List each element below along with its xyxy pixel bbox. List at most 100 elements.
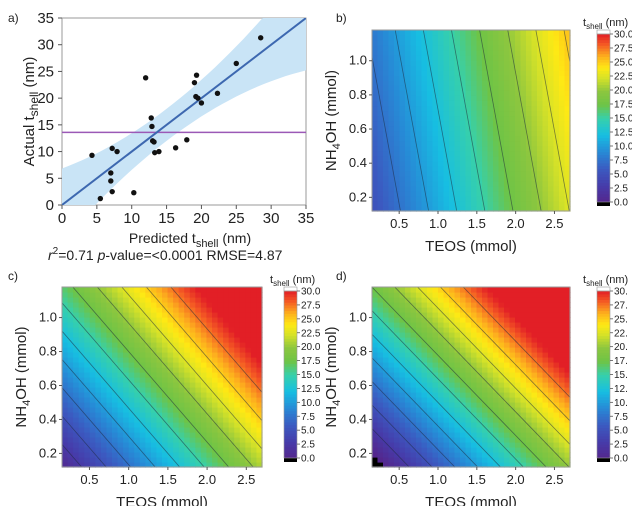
heatmap-cell [482, 422, 489, 428]
colorbar-segment [597, 374, 610, 378]
heatmap-cell [372, 407, 379, 413]
heatmap-cell [178, 357, 185, 363]
heatmap-cell [509, 442, 516, 448]
heatmap-cell [245, 292, 252, 298]
heatmap-cell [372, 155, 379, 162]
heatmap-cell [372, 40, 379, 46]
heatmap-cell [372, 180, 379, 187]
heatmap-cell [377, 367, 384, 373]
heatmap-cell [250, 427, 258, 433]
heatmap-cell [394, 160, 401, 167]
heatmap-cell [173, 392, 180, 398]
heatmap-cell [78, 402, 85, 408]
x-tick-label: 1.5 [468, 472, 486, 487]
heatmap-cell [200, 357, 208, 363]
heatmap-cell [515, 175, 522, 182]
heatmap-cell [564, 297, 571, 303]
heatmap-cell [559, 90, 566, 96]
heatmap-cell [476, 352, 483, 358]
heatmap-cell [372, 30, 379, 36]
heatmap-cell [460, 125, 467, 132]
heatmap-cell [482, 317, 489, 323]
heatmap-cell [460, 442, 467, 448]
heatmap-cell [394, 437, 401, 443]
heatmap-cell [162, 357, 169, 363]
colorbar-title-main: t [583, 274, 586, 286]
heatmap-cell [487, 125, 494, 132]
heatmap-cell [487, 80, 494, 86]
heatmap-cell [460, 45, 467, 51]
heatmap-cell [394, 35, 401, 41]
heatmap-cell [449, 332, 456, 338]
heatmap-cell [388, 75, 395, 81]
heatmap-cell [167, 292, 174, 298]
heatmap-cell [223, 397, 230, 403]
heatmap-cell [256, 417, 263, 423]
heatmap-cell [372, 105, 379, 112]
heatmap-cell [100, 397, 108, 403]
heatmap-cell [383, 432, 390, 438]
heatmap-cell [471, 432, 478, 438]
heatmap-cell [388, 447, 395, 453]
heatmap-cell [67, 332, 74, 338]
heatmap-cell [250, 412, 258, 418]
heatmap-cell [438, 110, 445, 117]
heatmap-cell [178, 407, 185, 413]
heatmap-cell [106, 287, 113, 293]
heatmap-cell [493, 362, 500, 368]
heatmap-cell [537, 160, 544, 167]
heatmap-cell [377, 337, 384, 343]
heatmap-cell [234, 412, 241, 418]
colorbar-over [596, 29, 611, 35]
heatmap-cell [200, 317, 208, 323]
heatmap-cell [443, 377, 450, 383]
heatmap-cell [167, 427, 174, 433]
heatmap-cell [399, 145, 406, 152]
heatmap-cell [89, 312, 96, 318]
heatmap-cell [542, 45, 549, 51]
heatmap-cell [531, 75, 538, 81]
heatmap-cell [200, 427, 208, 433]
heatmap-cell [112, 317, 119, 323]
heatmap-cell [487, 150, 494, 157]
heatmap-cell [405, 75, 412, 81]
heatmap-cell [427, 90, 434, 96]
heatmap-cell [388, 200, 395, 207]
heatmap-cell [531, 392, 538, 398]
heatmap-cell [112, 452, 119, 458]
heatmap-cell [112, 377, 119, 383]
heatmap-cell [498, 332, 505, 338]
heatmap-cell [134, 397, 141, 403]
contour-line [62, 302, 205, 467]
heatmap-cell [200, 382, 208, 388]
x-tick-label: 2.5 [545, 472, 563, 487]
heatmap-cell [106, 357, 113, 363]
heatmap-cell [383, 297, 390, 303]
heatmap-cell [553, 45, 560, 51]
heatmap-cell [416, 185, 423, 192]
heatmap-cell [250, 312, 258, 318]
heatmap-cell [526, 155, 533, 162]
heatmap-cell [250, 382, 258, 388]
colorbar-segment [284, 407, 297, 412]
heatmap-cell [515, 105, 522, 112]
x-tick-label: 0 [58, 210, 66, 227]
heatmap-cell [427, 422, 434, 428]
heatmap-cell [73, 332, 80, 338]
heatmap-cell [234, 397, 241, 403]
heatmap-cell [67, 437, 74, 443]
contour-line [439, 287, 570, 422]
y-tick-label: 10 [37, 144, 54, 161]
heatmap-cell [200, 387, 208, 393]
heatmap-cell [537, 287, 544, 293]
heatmap-cell [498, 292, 505, 298]
heatmap-cell [117, 347, 124, 353]
heatmap-cell [531, 180, 538, 187]
heatmap-cell [139, 367, 146, 373]
contour-line [451, 30, 486, 211]
heatmap-cell [217, 377, 224, 383]
y-tick-label: 1.0 [349, 310, 367, 325]
heatmap-cell [399, 95, 406, 101]
heatmap-cell [67, 397, 74, 403]
heatmap-cell [100, 367, 108, 373]
